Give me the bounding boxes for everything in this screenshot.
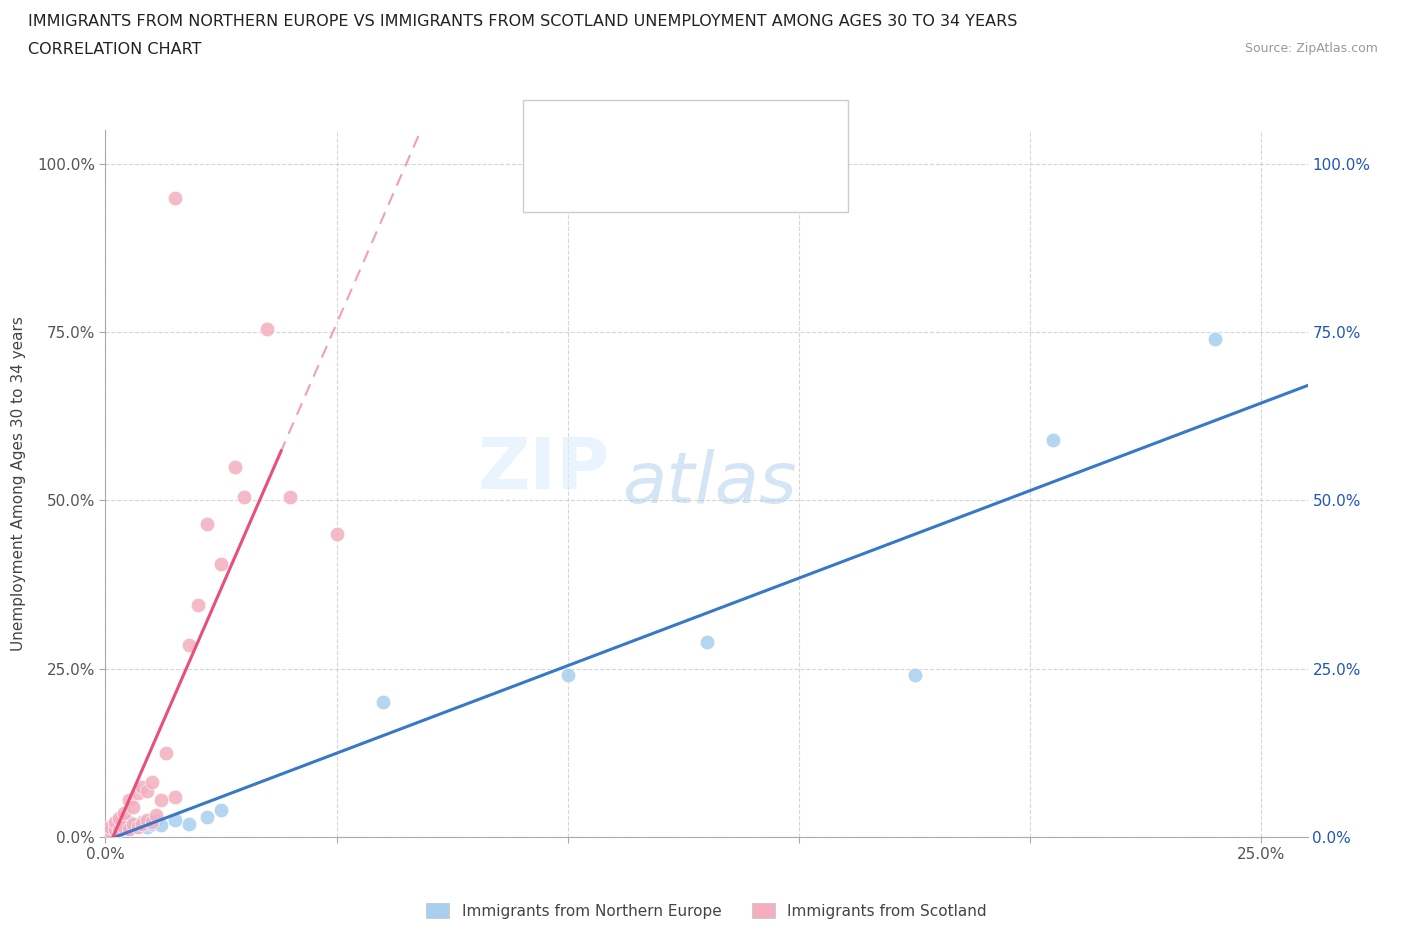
Point <box>117 792 139 807</box>
Point <box>141 817 163 831</box>
Point <box>209 557 232 572</box>
Point <box>903 668 925 683</box>
Point <box>141 815 163 830</box>
Point <box>256 322 278 337</box>
Point <box>104 824 127 839</box>
Point <box>149 817 172 832</box>
Point <box>195 809 218 824</box>
Point <box>117 815 139 830</box>
Point <box>122 819 145 834</box>
Point <box>177 638 200 653</box>
Point <box>163 190 186 205</box>
Point <box>98 824 121 839</box>
Point <box>224 459 246 474</box>
Point <box>163 790 186 804</box>
Point <box>112 819 135 834</box>
Point <box>195 516 218 531</box>
Point <box>145 808 167 823</box>
Point <box>117 821 139 836</box>
Text: atlas: atlas <box>623 449 797 518</box>
Point <box>127 817 149 832</box>
Point <box>177 817 200 831</box>
Point <box>122 799 145 814</box>
Text: R = 0.830   N = 25: R = 0.830 N = 25 <box>581 126 765 144</box>
Point <box>163 813 186 828</box>
Point <box>131 817 153 831</box>
Point <box>108 817 131 831</box>
Point <box>280 489 302 504</box>
Point <box>98 823 121 838</box>
Point <box>127 819 149 834</box>
Point <box>371 695 394 710</box>
Text: ZIP: ZIP <box>478 435 610 504</box>
Point <box>108 811 131 826</box>
Point <box>1042 432 1064 447</box>
Point <box>127 786 149 801</box>
Point <box>131 815 153 830</box>
Text: IMMIGRANTS FROM NORTHERN EUROPE VS IMMIGRANTS FROM SCOTLAND UNEMPLOYMENT AMONG A: IMMIGRANTS FROM NORTHERN EUROPE VS IMMIG… <box>28 14 1018 29</box>
Text: CORRELATION CHART: CORRELATION CHART <box>28 42 201 57</box>
Y-axis label: Unemployment Among Ages 30 to 34 years: Unemployment Among Ages 30 to 34 years <box>11 316 25 651</box>
Point <box>325 526 347 541</box>
Point <box>122 817 145 831</box>
Point <box>141 775 163 790</box>
Point <box>108 821 131 836</box>
Text: R = 0.535   N = 34: R = 0.535 N = 34 <box>581 168 765 187</box>
Point <box>209 803 232 817</box>
Point <box>136 819 159 834</box>
Point <box>98 819 121 834</box>
Point <box>187 597 209 612</box>
Point <box>136 813 159 828</box>
Point <box>104 817 127 832</box>
Point <box>1204 331 1226 346</box>
Point <box>695 634 717 649</box>
Point <box>233 489 256 504</box>
Point <box>155 746 177 761</box>
Point <box>112 806 135 821</box>
Point <box>104 815 127 830</box>
Point <box>145 813 167 828</box>
Point <box>108 823 131 838</box>
Point <box>136 784 159 799</box>
Legend: Immigrants from Northern Europe, Immigrants from Scotland: Immigrants from Northern Europe, Immigra… <box>420 897 993 924</box>
Text: Source: ZipAtlas.com: Source: ZipAtlas.com <box>1244 42 1378 55</box>
Point <box>104 821 127 836</box>
Point <box>112 819 135 834</box>
Point <box>117 821 139 836</box>
Point <box>557 668 579 683</box>
Point <box>149 792 172 807</box>
Point <box>131 779 153 794</box>
